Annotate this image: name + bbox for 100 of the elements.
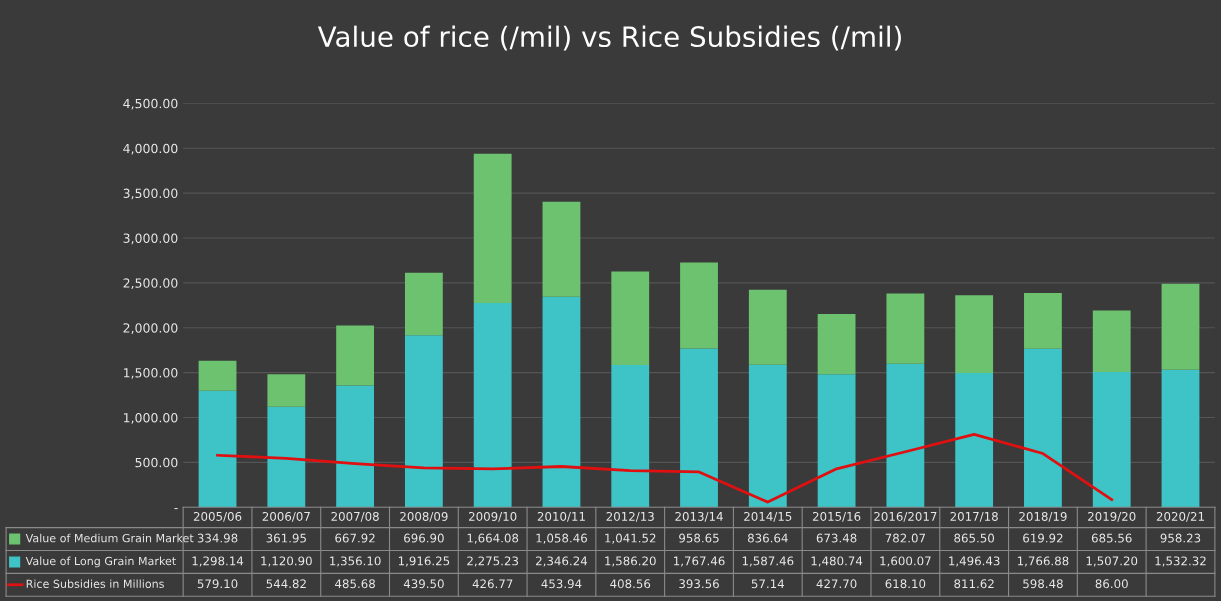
data-label: 1,532.32 — [1155, 556, 1206, 567]
x-tick-label: 2012/13 — [606, 511, 654, 522]
data-label: 696.90 — [404, 533, 444, 543]
data-label: 667.92 — [335, 533, 375, 543]
x-tick-label: 2010/11 — [537, 511, 585, 522]
bar — [748, 364, 787, 508]
data-label: 1,586.20 — [605, 556, 656, 567]
bar — [955, 295, 994, 373]
data-label: 865.50 — [954, 533, 995, 543]
legend-label: Rice Subsidies in Millions — [26, 579, 164, 588]
y-tick-label: 1,000.00 — [124, 412, 178, 424]
data-label: 1,298.14 — [192, 556, 244, 567]
bar — [886, 363, 925, 508]
y-tick-label: - — [174, 508, 178, 510]
data-label: 1,664.08 — [467, 533, 519, 544]
x-tick-label: 2018/19 — [1019, 511, 1067, 522]
bar — [1161, 283, 1200, 370]
data-label: 426.77 — [472, 579, 513, 589]
data-label: 1,766.88 — [1017, 556, 1069, 567]
data-label: 1,587.46 — [742, 556, 794, 567]
bar — [336, 385, 375, 508]
bar — [336, 325, 375, 386]
x-tick-label: 2006/07 — [262, 511, 310, 522]
data-label: 782.07 — [885, 533, 926, 543]
data-label: 453.94 — [541, 579, 582, 589]
bar — [680, 348, 718, 508]
data-label: 1,600.07 — [880, 556, 931, 567]
bar — [611, 364, 650, 508]
y-tick-label: 4,500.00 — [123, 98, 178, 110]
x-tick-label: 2020/21 — [1156, 511, 1204, 522]
bar — [198, 390, 237, 508]
bar — [1161, 369, 1200, 508]
y-tick-label: 4,000.00 — [123, 143, 178, 155]
data-label: 1,480.74 — [811, 556, 863, 567]
data-label: 1,496.43 — [949, 556, 1000, 567]
data-label: 1,120.90 — [261, 556, 312, 567]
x-tick-label: 2017/18 — [950, 511, 998, 522]
bar — [473, 153, 512, 304]
bar — [817, 374, 856, 508]
data-label: 673.48 — [816, 533, 857, 543]
bar — [404, 335, 443, 508]
bar — [267, 406, 306, 508]
data-label: 598.48 — [1023, 579, 1063, 589]
data-label: 619.92 — [1023, 533, 1063, 543]
data-label: 836.64 — [747, 533, 788, 543]
bar — [1024, 293, 1062, 349]
x-tick-label: 2016/2017 — [874, 511, 937, 522]
y-tick-label: 2,000.00 — [123, 323, 178, 334]
data-label: 361.95 — [266, 533, 306, 543]
bar — [886, 293, 925, 364]
data-label: 1,767.46 — [674, 556, 725, 567]
bar — [1024, 348, 1062, 508]
data-label: 393.56 — [679, 579, 719, 589]
y-tick-label: 1,500.00 — [124, 368, 178, 379]
bar — [542, 201, 581, 297]
x-tick-label: 2009/10 — [469, 511, 517, 522]
y-tick-label: 500.00 — [135, 457, 178, 468]
bar — [267, 374, 306, 407]
bar — [1092, 310, 1131, 372]
data-label: 439.50 — [403, 579, 444, 589]
data-label: 811.62 — [954, 579, 994, 589]
data-label: 958.65 — [679, 533, 719, 543]
x-tick-label: 2008/09 — [400, 511, 448, 522]
data-label: 2,275.23 — [467, 556, 519, 567]
x-tick-label: 2007/08 — [331, 511, 379, 522]
y-tick-label: 3,000.00 — [123, 233, 178, 245]
x-tick-label: 2015/16 — [812, 511, 861, 522]
x-tick-label: 2005/06 — [193, 511, 242, 522]
data-label: 579.10 — [197, 579, 238, 589]
legend-label: Value of Medium Grain Market — [25, 533, 194, 543]
bar — [473, 303, 512, 508]
legend-label: Value of Long Grain Market — [25, 556, 176, 568]
bar — [611, 271, 650, 365]
data-label: 57.14 — [751, 579, 785, 589]
bar — [955, 372, 994, 508]
bar — [542, 296, 581, 508]
chart-title: Value of rice (/mil) vs Rice Subsidies (/mil) — [317, 25, 901, 51]
bar — [404, 272, 443, 336]
bar — [817, 313, 856, 375]
x-tick-label: 2019/20 — [1088, 511, 1136, 522]
data-label: 2,346.24 — [536, 556, 588, 567]
y-tick-label: 3,500.00 — [123, 188, 178, 200]
data-label: 1,058.46 — [536, 533, 587, 544]
data-label: 86.00 — [1095, 579, 1128, 589]
line-series — [216, 433, 1114, 504]
bar — [748, 289, 787, 365]
data-label: 685.56 — [1091, 533, 1132, 543]
y-tick-label: 2,500.00 — [123, 278, 178, 290]
data-label: 427.70 — [816, 579, 857, 589]
data-label: 1,916.25 — [398, 556, 450, 567]
data-label: 958.23 — [1160, 533, 1201, 543]
bar — [680, 262, 718, 349]
data-label: 544.82 — [266, 579, 306, 589]
bar — [1092, 371, 1131, 508]
data-label: 1,041.52 — [605, 533, 656, 544]
x-tick-label: 2014/15 — [744, 511, 792, 522]
data-label: 408.56 — [610, 579, 651, 589]
data-label: 618.10 — [885, 579, 926, 589]
data-label: 485.68 — [335, 579, 375, 589]
data-label: 1,356.10 — [330, 556, 381, 567]
